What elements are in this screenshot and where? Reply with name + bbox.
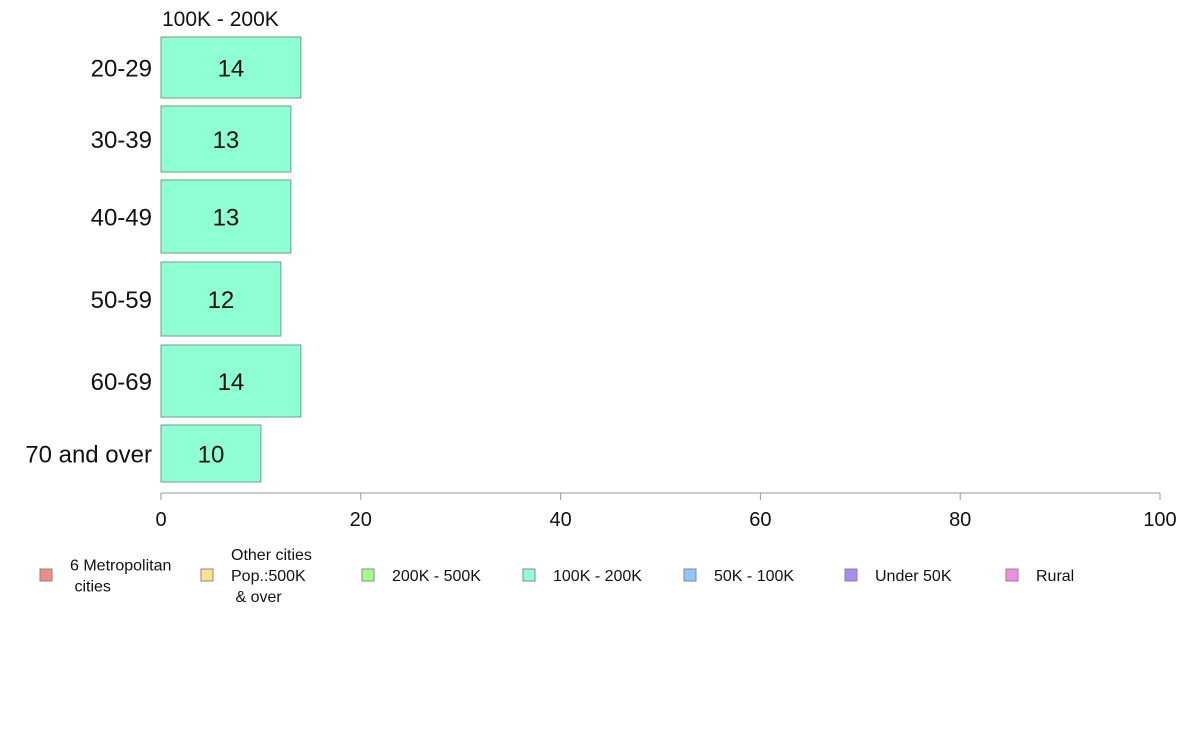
x-tick-label: 80: [949, 509, 971, 531]
bar-70-and-over: [160, 424, 262, 483]
bar-30-39: [160, 105, 292, 173]
value-label: 10: [198, 442, 225, 469]
legend-item: 6 Metropolitan cities: [39, 558, 171, 596]
category-label: 50-59: [91, 287, 152, 314]
category-label: 40-49: [91, 205, 152, 232]
x-tick-label: 40: [549, 509, 571, 531]
value-label: 12: [208, 287, 235, 314]
x-axis: 0 20 40 60 80 100: [155, 492, 1177, 531]
bar-40-49: [160, 179, 292, 254]
legend-swatch: [1005, 568, 1019, 582]
legend-swatch: [39, 568, 53, 582]
legend-item: Under 50K: [844, 568, 952, 585]
bar-60-69: [160, 344, 302, 418]
value-label: 14: [218, 369, 245, 396]
x-tick-label: 0: [155, 509, 166, 531]
legend-item: 100K - 200K: [522, 568, 642, 585]
legend-item: Other cities Pop.:500K & over: [200, 547, 312, 606]
value-label: 13: [213, 127, 240, 154]
legend-swatch: [844, 568, 858, 582]
legend-label: 6 Metropolitan cities: [70, 558, 171, 596]
legend-swatch: [200, 568, 214, 582]
legend-swatch: [683, 568, 697, 582]
category-label: 60-69: [91, 369, 152, 396]
bar-50-59: [160, 261, 282, 337]
legend-item: 200K - 500K: [361, 568, 481, 585]
value-label: 14: [218, 56, 245, 83]
legend-label: Other cities Pop.:500K & over: [231, 547, 312, 606]
legend-label: 50K - 100K: [714, 568, 794, 585]
x-tick-label: 20: [350, 509, 372, 531]
category-label: 30-39: [91, 127, 152, 154]
x-tick-label: 100: [1143, 509, 1176, 531]
chart-title: 100K - 200K: [162, 8, 279, 31]
legend-label: 200K - 500K: [392, 568, 481, 585]
legend: 6 Metropolitan cities Other cities Pop.:50…: [39, 547, 1074, 606]
legend-item: Rural: [1005, 568, 1074, 585]
category-label: 70 and over: [25, 442, 152, 469]
category-label: 20-29: [91, 56, 152, 83]
legend-label: Under 50K: [875, 568, 952, 585]
x-tick-label: 60: [749, 509, 771, 531]
legend-label: 100K - 200K: [553, 568, 642, 585]
legend-swatch: [361, 568, 375, 582]
legend-item: 50K - 100K: [683, 568, 794, 585]
legend-swatch: [522, 568, 536, 582]
bars-layer: 14 20-29 13 30-39 13 40-49 12 50-59 14 60-69 10 70 …: [25, 36, 302, 483]
value-label: 13: [213, 205, 240, 232]
bar-20-29: [160, 36, 302, 99]
legend-label: Rural: [1036, 568, 1074, 585]
